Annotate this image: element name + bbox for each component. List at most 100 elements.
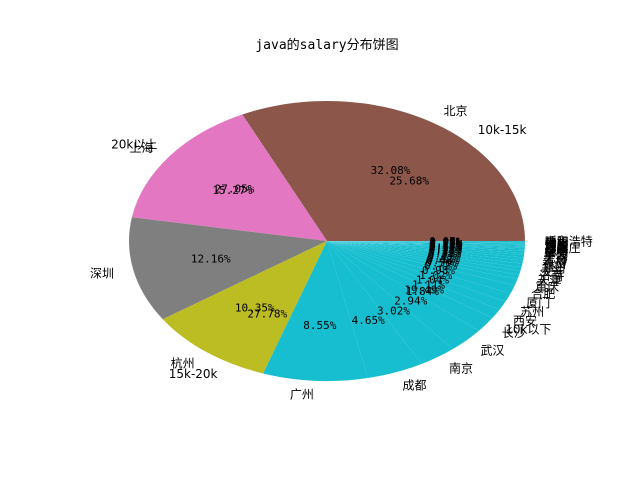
slice-percent-s0-19: 0.33% xyxy=(428,246,461,259)
slice-label-s0-0: 北京 xyxy=(444,104,468,118)
pie-slice-s0-31 xyxy=(327,241,525,243)
pie-slice-s0-28 xyxy=(327,241,525,245)
pie-slice-s0-27 xyxy=(327,241,525,246)
pie-slice-s0-30 xyxy=(327,241,525,244)
pie-slice-s0-19 xyxy=(327,241,524,261)
pie-slice-s0-14 xyxy=(327,241,520,280)
chart-title: java的salary分布饼图 xyxy=(255,37,398,53)
slice-percent-s0-25: 0.13% xyxy=(429,239,462,252)
pie-slice-s0-10 xyxy=(327,241,506,310)
slice-label-s0-6: 南京 xyxy=(449,361,473,376)
slice-label-s0-2: 深圳 xyxy=(90,266,114,280)
slice-label-s0-16: 大连 xyxy=(540,264,564,279)
slice-label-s0-13: 重庆 xyxy=(535,279,559,293)
slice-percent-s0-32: 0.07% xyxy=(429,235,462,248)
pie-slice-s0-13 xyxy=(327,241,518,286)
pie-slice-s0-3 xyxy=(162,241,327,374)
slice-percent-s0-6: 3.02% xyxy=(377,305,410,318)
slice-label-s0-20: 无锡 xyxy=(544,250,568,265)
slice-percent-s1-0: 25.68% xyxy=(389,174,429,187)
pie-slice-s0-21 xyxy=(327,241,525,256)
slice-percent-s0-9: 1.11% xyxy=(412,279,445,292)
slice-label-s0-5: 成都 xyxy=(403,379,427,393)
pie-slice-s0-15 xyxy=(327,241,521,275)
slice-percent-s0-15: 0.48% xyxy=(426,254,459,267)
pie-slice-s0-24 xyxy=(327,241,525,250)
slice-label-s1-0: 10k-15k xyxy=(478,123,527,137)
slice-label-s0-1: 上海 xyxy=(129,140,153,155)
slice-percent-s0-1: 15.27% xyxy=(213,184,253,197)
pie-slice-s0-32 xyxy=(327,241,526,242)
pie-slice-s0-12 xyxy=(327,241,515,294)
pie-slice-s0-0 xyxy=(242,101,525,241)
slice-label-s0-31: 中山 xyxy=(545,234,569,249)
slice-label-s0-24: 珠海 xyxy=(545,242,569,257)
slice-percent-s0-0: 32.08% xyxy=(371,164,411,177)
slice-percent-s0-27: 0.11% xyxy=(429,238,462,251)
slice-label-s0-27: 太原 xyxy=(545,238,569,253)
slice-percent-s0-12: 0.98% xyxy=(422,264,455,277)
slice-label-s0-23: 昆明 xyxy=(544,244,568,258)
slice-percent-s0-30: 0.09% xyxy=(429,236,462,249)
slice-percent-s0-5: 4.65% xyxy=(352,314,385,327)
slice-label-s1-1: 20k以上 xyxy=(111,137,157,151)
slice-label-s0-19: 青岛 xyxy=(543,253,567,268)
slice-label-s0-21: 宁波 xyxy=(544,247,568,262)
slice-percent-s1-1: 27.05% xyxy=(215,182,255,195)
slice-label-s0-32: 呼和浩特 xyxy=(545,233,593,248)
pie-slice-s0-11 xyxy=(327,241,511,302)
pie-slice-s0-26 xyxy=(327,241,525,247)
slice-label-s0-28: 南昌 xyxy=(545,237,569,252)
pie-slice-s0-18 xyxy=(327,241,524,264)
pie-slice-s0-7 xyxy=(327,241,479,350)
slice-percent-s1-2: 27.78% xyxy=(247,308,287,321)
pie-slice-s0-20 xyxy=(327,241,524,258)
slice-percent-s0-23: 0.18% xyxy=(429,241,462,254)
slice-percent-s0-10: 1.04% xyxy=(416,274,449,287)
slice-label-s0-30: 贵阳 xyxy=(545,236,569,250)
slice-percent-s0-13: 0.72% xyxy=(424,260,457,273)
slice-label-s0-3: 杭州 xyxy=(171,355,195,370)
pie-slice-s0-6 xyxy=(327,241,453,364)
slice-label-s0-4: 广州 xyxy=(290,388,314,402)
slice-percent-s0-7: 2.94% xyxy=(394,295,427,308)
slice-percent-s0-28: 0.10% xyxy=(429,237,462,250)
slice-label-s0-7: 武汉 xyxy=(480,343,504,357)
slice-label-s0-15: 济南 xyxy=(539,268,563,283)
pie-slice-s0-1 xyxy=(131,114,327,241)
slice-percent-s0-21: 0.25% xyxy=(429,243,462,256)
pie-slice-s0-17 xyxy=(327,241,523,268)
slice-percent-s0-2: 12.16% xyxy=(191,253,231,266)
pie-slice-s0-22 xyxy=(327,241,525,253)
pie-slice-s0-23 xyxy=(327,241,525,251)
pie-slice-s0-2 xyxy=(129,217,327,320)
slice-percent-s0-14: 0.50% xyxy=(425,257,458,270)
slice-percent-s0-11: 1.02% xyxy=(419,269,452,282)
slice-percent-s1-3: 19.49% xyxy=(404,283,444,296)
pie-slice-s0-25 xyxy=(327,241,525,249)
slice-label-s0-17: 郑州 xyxy=(542,260,566,275)
slice-percent-s0-26: 0.12% xyxy=(429,238,462,251)
slice-label-s1-2: 15k-20k xyxy=(169,367,218,381)
pie-labels: 北京 32.08% 上海 15.27% 深圳 12.16% 杭州 10.35% 广州 8.55% 成… xyxy=(90,104,593,402)
slice-label-s1-3: 10k以下 xyxy=(505,323,551,337)
slice-label-s0-22: 东莞 xyxy=(544,246,568,260)
slice-percent-s0-20: 0.28% xyxy=(429,244,462,257)
slice-label-s0-26: 沈阳 xyxy=(545,239,569,254)
slice-percent-s0-8: 1.84% xyxy=(406,285,439,298)
pie-slice-s0-29 xyxy=(327,241,525,244)
slice-label-s0-18: 福州 xyxy=(542,256,566,271)
slice-label-s0-29: 佛山 xyxy=(545,237,569,251)
slice-percent-s0-29: 0.10% xyxy=(429,237,462,250)
slice-label-s0-25: 石家庄 xyxy=(545,240,581,255)
slice-percent-s0-31: 0.08% xyxy=(429,236,462,249)
slice-label-s0-11: 厦门 xyxy=(526,295,550,310)
slice-label-s0-9: 西安 xyxy=(513,313,537,328)
slice-percent-s0-3: 10.35% xyxy=(235,302,275,315)
slice-percent-s0-17: 0.41% xyxy=(427,250,460,263)
slice-percent-s0-24: 0.15% xyxy=(429,240,462,253)
pie-slices xyxy=(129,101,526,382)
slice-percent-s0-22: 0.22% xyxy=(429,242,462,255)
pie-slice-s0-16 xyxy=(327,241,522,271)
